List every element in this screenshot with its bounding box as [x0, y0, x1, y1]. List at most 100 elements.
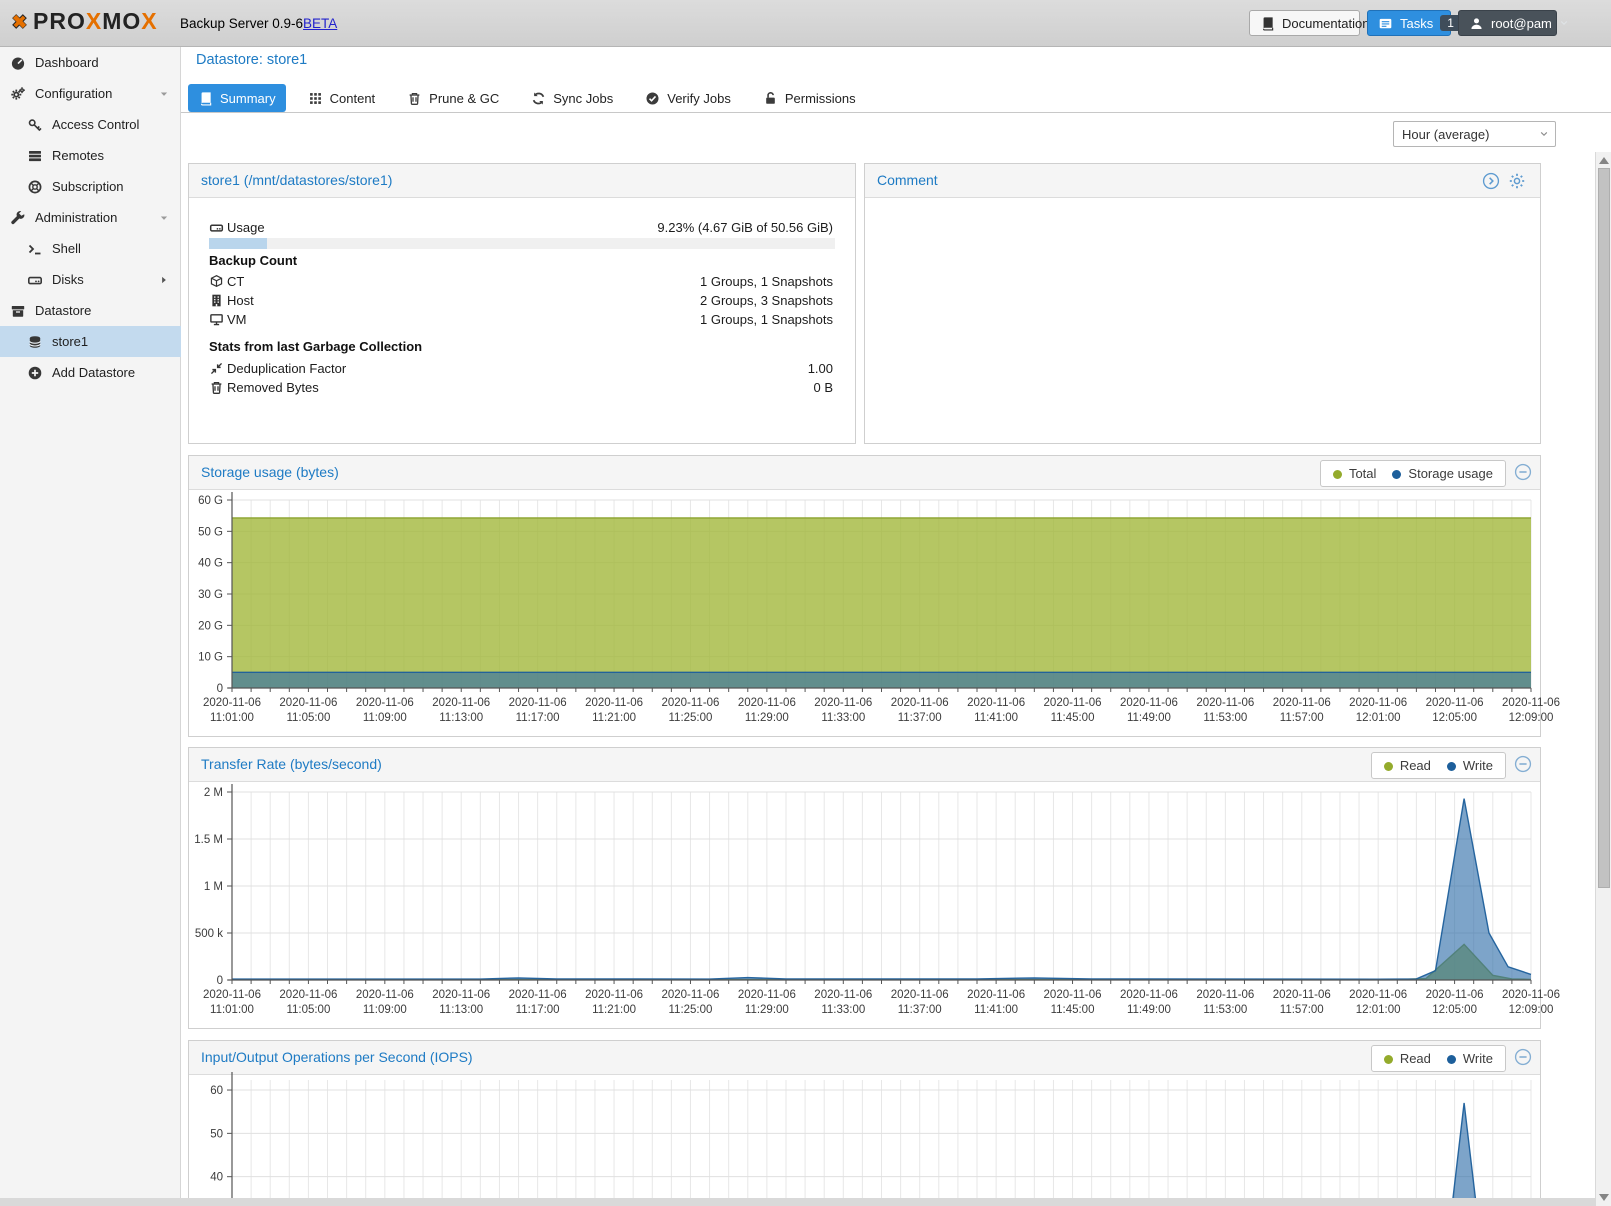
transfer-rate-panel: Transfer Rate (bytes/second) Read Write: [188, 747, 1541, 1029]
row-value: 1 Groups, 1 Snapshots: [700, 274, 833, 289]
user-icon: [1469, 16, 1484, 31]
tab-sync-jobs[interactable]: Sync Jobs: [521, 84, 623, 112]
legend-item-read[interactable]: Read: [1383, 758, 1431, 773]
sidebar-item-access-control[interactable]: Access Control: [0, 109, 181, 140]
hdd-icon: [209, 220, 224, 235]
chevron-down-icon: [159, 89, 169, 99]
sidebar-item-label: Administration: [35, 210, 118, 225]
gears-icon: [10, 86, 26, 102]
collapse-icon[interactable]: [1514, 463, 1532, 481]
legend: Total Storage usage: [1319, 460, 1506, 487]
tab-prune-gc[interactable]: Prune & GC: [397, 84, 509, 112]
tab-permissions[interactable]: Permissions: [753, 84, 866, 112]
proxmox-x-icon: [12, 14, 27, 29]
sidebar-item-dashboard[interactable]: Dashboard: [0, 47, 181, 78]
legend: Read Write: [1370, 1045, 1506, 1072]
bottom-edge-strip: [0, 1198, 1595, 1206]
sidebar-item-label: Configuration: [35, 86, 113, 101]
gear-icon[interactable]: [1508, 172, 1526, 190]
sidebar-item-label: Datastore: [35, 303, 92, 318]
key-icon: [27, 117, 43, 133]
lifering-icon: [27, 179, 43, 195]
documentation-label: Documentation: [1282, 15, 1370, 31]
desktop-icon: [209, 312, 224, 327]
sidebar-item-subscription[interactable]: Subscription: [0, 171, 181, 202]
sidebar-item-label: Add Datastore: [52, 365, 136, 380]
iops-panel: Input/Output Operations per Second (IOPS…: [188, 1040, 1541, 1206]
legend-dot-icon: [1446, 1055, 1456, 1064]
scroll-up-arrow-icon[interactable]: [1599, 157, 1609, 164]
circle-arrow-right-icon[interactable]: [1482, 172, 1500, 190]
tab-content[interactable]: Content: [298, 84, 386, 112]
tab-verify-jobs[interactable]: Verify Jobs: [635, 84, 741, 112]
comment-panel: Comment: [864, 163, 1541, 444]
sidebar-item-datastore[interactable]: Datastore: [0, 295, 181, 326]
legend-item-read[interactable]: Read: [1383, 1051, 1431, 1066]
collapse-icon[interactable]: [1514, 1048, 1532, 1066]
row-label: CT: [227, 274, 245, 289]
logo-wordmark: PROXMOX: [33, 8, 158, 34]
chevron-down-icon: [1539, 129, 1549, 139]
store1-summary-panel: store1 (/mnt/datastores/store1) Usage 9.2…: [188, 163, 856, 444]
beta-link[interactable]: BETA: [303, 16, 338, 31]
legend-label: Write: [1462, 1051, 1493, 1066]
iops-title: Input/Output Operations per Second (IOPS…: [201, 1049, 473, 1065]
legend-dot-icon: [1383, 762, 1393, 771]
storage-usage-panel-header: Storage usage (bytes) Total Storage usage: [189, 456, 1540, 490]
legend-label: Storage usage: [1408, 466, 1493, 481]
terminal-icon: [27, 241, 43, 257]
legend-item-write[interactable]: Write: [1446, 1051, 1493, 1066]
documentation-button[interactable]: Documentation: [1249, 10, 1369, 36]
sidebar-item-label: store1: [52, 334, 89, 349]
storage-usage-panel: Storage usage (bytes) Total Storage usage: [188, 455, 1541, 737]
check-circle-icon: [645, 91, 660, 106]
legend-item-write[interactable]: Write: [1446, 758, 1493, 773]
sidebar-item-administration[interactable]: Administration: [0, 202, 181, 233]
remotes-icon: [27, 148, 43, 164]
iops-panel-header: Input/Output Operations per Second (IOPS…: [189, 1041, 1540, 1075]
vertical-scrollbar[interactable]: [1595, 152, 1611, 1206]
usage-progress-bar: [209, 238, 835, 249]
legend-item-storage-usage[interactable]: Storage usage: [1392, 466, 1493, 481]
sidebar-item-store1[interactable]: store1: [0, 326, 181, 357]
legend-item-total[interactable]: Total: [1332, 466, 1376, 481]
transfer-rate-title: Transfer Rate (bytes/second): [201, 756, 382, 772]
store1-panel-title: store1 (/mnt/datastores/store1): [201, 172, 393, 188]
gc-row-deduplication-factor: Deduplication Factor 1.00: [209, 361, 833, 377]
tab-label: Sync Jobs: [553, 90, 614, 106]
scrollbar-thumb[interactable]: [1598, 168, 1610, 888]
comment-panel-header: Comment: [865, 164, 1540, 198]
tasks-button[interactable]: Tasks 1: [1367, 10, 1461, 36]
sidebar-item-remotes[interactable]: Remotes: [0, 140, 181, 171]
backup-count-title: Backup Count: [209, 253, 298, 268]
sidebar-item-label: Disks: [52, 272, 84, 287]
tasks-count-badge: 1: [1440, 15, 1461, 31]
header-bar: PROXMOX Backup Server 0.9-6 BETA Documen…: [0, 0, 1611, 47]
sidebar-item-disks[interactable]: Disks: [0, 264, 181, 295]
sidebar-item-shell[interactable]: Shell: [0, 233, 181, 264]
tab-summary[interactable]: Summary: [188, 84, 286, 112]
backup-count-row-host: Host 2 Groups, 3 Snapshots: [209, 293, 833, 309]
usage-row: Usage 9.23% (4.67 GiB of 50.56 GiB): [209, 220, 833, 236]
gc-row-removed-bytes: Removed Bytes 0 B: [209, 380, 833, 396]
collapse-icon[interactable]: [1514, 755, 1532, 773]
transfer-rate-panel-header: Transfer Rate (bytes/second) Read Write: [189, 748, 1540, 782]
backup-count-row-ct: CT 1 Groups, 1 Snapshots: [209, 274, 833, 290]
scroll-down-arrow-icon[interactable]: [1599, 1194, 1609, 1201]
sidebar-item-configuration[interactable]: Configuration: [0, 78, 181, 109]
wrench-icon: [10, 210, 26, 226]
row-label: Removed Bytes: [227, 380, 319, 395]
trash-icon: [407, 91, 422, 106]
compress-icon: [209, 361, 224, 376]
row-value: 1 Groups, 1 Snapshots: [700, 312, 833, 327]
row-value: 0 B: [813, 380, 833, 395]
sidebar-item-add-datastore[interactable]: Add Datastore: [0, 357, 181, 388]
chevron-right-icon: [159, 275, 169, 285]
usage-progress-fill: [209, 238, 267, 249]
tab-bar: Summary Content Prune & GC Sync Jobs Verify …: [188, 84, 866, 112]
tab-label: Summary: [220, 90, 276, 106]
user-menu-button[interactable]: root@pam: [1458, 10, 1568, 36]
row-label: VM: [227, 312, 247, 327]
timeframe-select[interactable]: Hour (average): [1393, 121, 1556, 147]
row-value: 1.00: [807, 361, 833, 376]
